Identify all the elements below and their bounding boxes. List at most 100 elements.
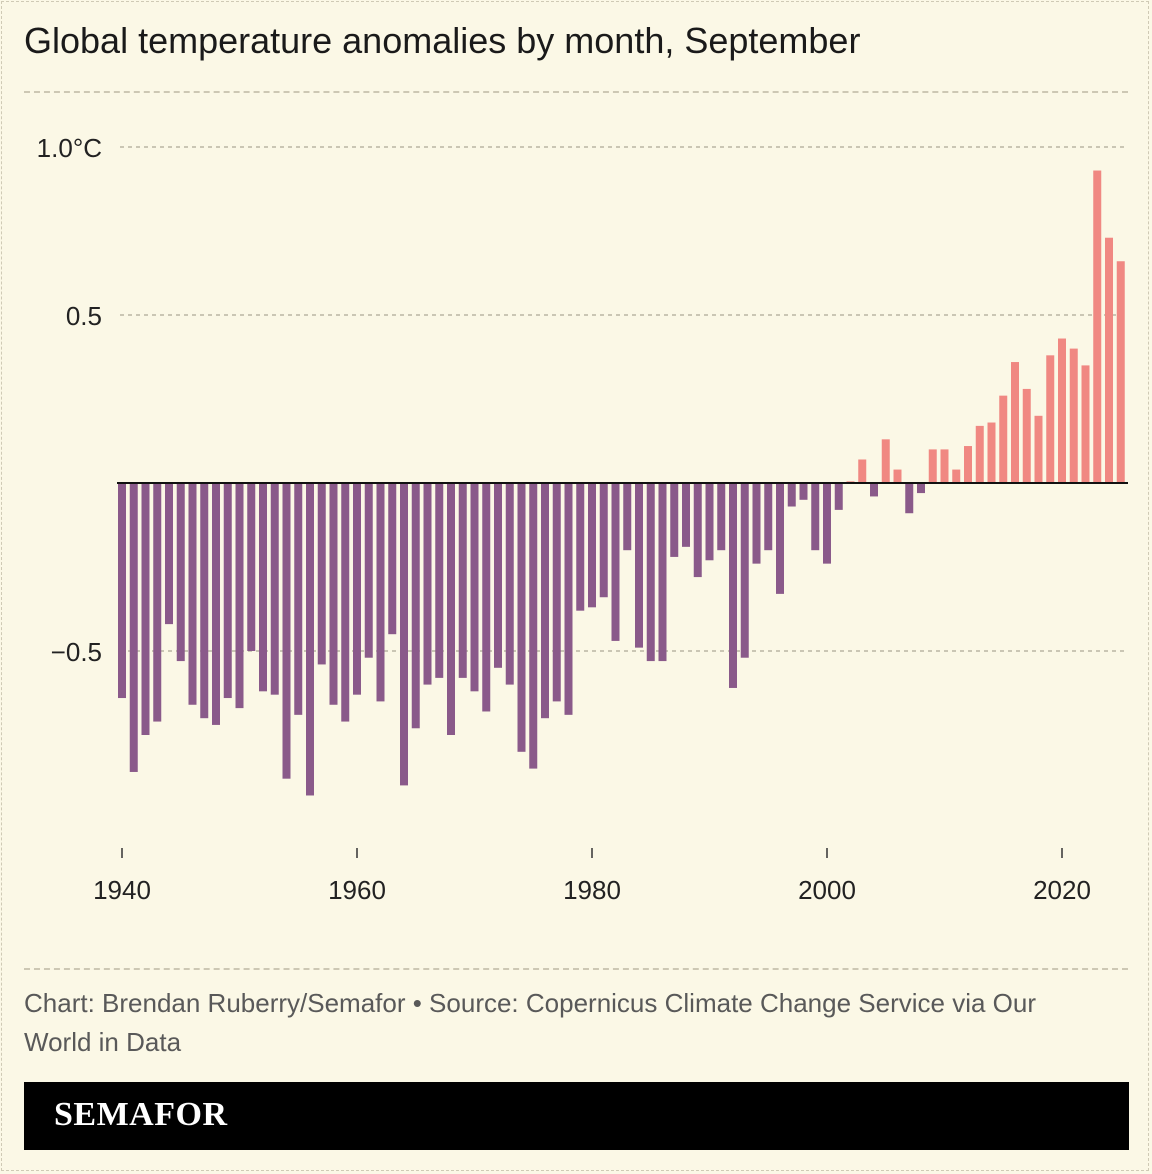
bar-1963 [388, 483, 397, 635]
bar-2012 [964, 446, 972, 483]
bar-2018 [1034, 415, 1043, 483]
bar-1966 [423, 483, 432, 685]
bar-1986 [658, 483, 667, 662]
bar-2016 [1011, 362, 1019, 483]
bar-2005 [881, 439, 890, 483]
bar-1954 [282, 483, 291, 779]
bar-2025 [1116, 261, 1125, 483]
bar-1988 [682, 483, 690, 547]
bar-2003 [858, 459, 867, 483]
bar-1961 [364, 483, 373, 658]
bar-1949 [223, 483, 232, 699]
bar-1945 [176, 483, 185, 662]
bar-1947 [200, 483, 209, 719]
x-tick-label: 2020 [1033, 875, 1091, 905]
bar-1943 [153, 483, 162, 722]
bar-1984 [635, 483, 643, 648]
brand-band: SEMAFOR [24, 1082, 1129, 1150]
bar-1982 [611, 483, 620, 641]
bar-2006 [893, 469, 902, 483]
bar-1959 [341, 483, 350, 722]
bar-2000 [823, 483, 831, 564]
bar-1999 [811, 483, 820, 551]
bar-2010 [940, 449, 949, 483]
bar-1967 [435, 483, 444, 678]
bar-1987 [670, 483, 679, 557]
bar-2024 [1105, 237, 1113, 483]
bar-1964 [400, 483, 408, 786]
bar-2008 [917, 483, 925, 494]
bar-1992 [729, 483, 737, 688]
bar-2007 [905, 483, 914, 514]
bar-1950 [235, 483, 244, 709]
bar-2001 [834, 483, 843, 510]
bar-1994 [752, 483, 761, 564]
bar-1974 [517, 483, 526, 752]
bar-chart: 1.0°C 0.5 −0.5 1940 1960 1980 2000 2020 [37, 133, 1128, 905]
bar-1952 [259, 483, 267, 692]
chart-title: Global temperature anomalies by month, S… [24, 20, 861, 61]
bar-2021 [1069, 348, 1078, 483]
bar-1968 [447, 483, 455, 735]
bar-1985 [646, 483, 655, 662]
bar-2015 [999, 395, 1008, 483]
y-tick-label: 1.0°C [37, 133, 102, 163]
bar-1958 [329, 483, 338, 705]
bar-1979 [576, 483, 585, 611]
semafor-logo: SEMAFOR [54, 1096, 228, 1133]
bar-1998 [799, 483, 808, 500]
bar-1978 [564, 483, 573, 715]
bar-1944 [165, 483, 173, 625]
title-divider [24, 91, 1128, 93]
bar-1995 [764, 483, 773, 551]
bar-1972 [494, 483, 502, 668]
bar-1970 [470, 483, 479, 692]
bar-1965 [411, 483, 420, 729]
bar-1948 [212, 483, 220, 725]
bar-1957 [317, 483, 326, 665]
bar-1960 [353, 483, 361, 695]
bar-1977 [552, 483, 561, 702]
bar-1942 [141, 483, 150, 735]
bar-1993 [740, 483, 749, 658]
bar-2014 [987, 422, 996, 483]
y-tick-label: 0.5 [66, 301, 102, 331]
x-tick-label: 2000 [798, 875, 856, 905]
bar-2023 [1093, 170, 1102, 483]
bar-1971 [482, 483, 491, 712]
x-tick-label: 1960 [328, 875, 386, 905]
bar-1953 [270, 483, 279, 695]
bar-1990 [705, 483, 714, 561]
bar-2022 [1081, 365, 1090, 483]
bar-1973 [505, 483, 514, 685]
bar-1940 [118, 483, 126, 699]
bar-1997 [787, 483, 796, 507]
bar-1981 [599, 483, 608, 598]
bar-2013 [975, 425, 984, 483]
footer-divider [24, 968, 1128, 970]
bar-2017 [1022, 388, 1031, 483]
bar-1983 [623, 483, 632, 551]
chart-credit: Chart: Brendan Ruberry/Semafor • Source:… [24, 988, 1036, 1057]
bar-2004 [870, 483, 878, 497]
x-tick-label: 1980 [563, 875, 621, 905]
y-tick-label: −0.5 [51, 637, 102, 667]
bar-1962 [376, 483, 385, 702]
bar-1980 [588, 483, 596, 608]
bar-1951 [247, 483, 256, 651]
bar-1989 [693, 483, 702, 578]
x-tick-label: 1940 [93, 875, 151, 905]
bar-1955 [294, 483, 303, 715]
bar-1956 [306, 483, 314, 796]
bar-1941 [129, 483, 138, 772]
bar-2020 [1058, 338, 1066, 483]
bar-1996 [776, 483, 784, 594]
bar-1991 [717, 483, 726, 551]
bar-2009 [928, 449, 937, 483]
bar-1976 [541, 483, 549, 719]
bar-2019 [1046, 355, 1055, 483]
bar-1946 [188, 483, 197, 705]
bar-1975 [529, 483, 538, 769]
bar-2011 [952, 469, 961, 483]
